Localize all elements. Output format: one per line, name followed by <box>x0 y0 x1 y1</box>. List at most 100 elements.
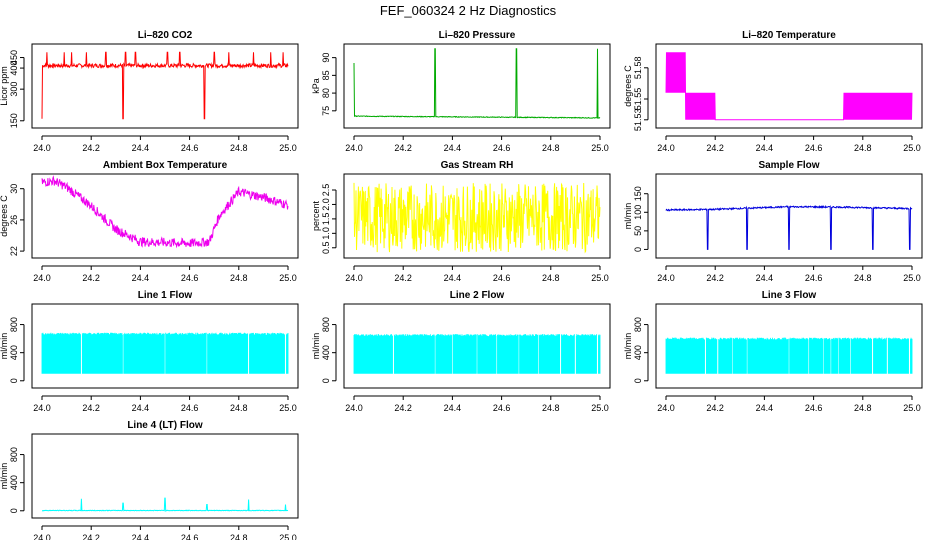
line3-series-line <box>665 337 913 374</box>
line4-xtick-label: 24.8 <box>230 533 248 540</box>
sample-xtick-label: 25.0 <box>903 273 921 283</box>
ambient-ytick-label: 30 <box>9 184 19 194</box>
pressure-xtick-label: 25.0 <box>591 143 609 153</box>
line2-xtick-label: 24.4 <box>444 403 462 413</box>
panel-rh: Gas Stream RH 24.0 24.2 24.4 24.6 24.8 25.0 0.5… <box>311 160 611 283</box>
sample-ytick-label: 100 <box>633 205 643 220</box>
temperature-xtick-label: 24.6 <box>805 143 823 153</box>
sample-xtick-label: 24.0 <box>657 273 675 283</box>
line1-xtick-label: 24.8 <box>230 403 248 413</box>
ambient-x-axis: 24.0 24.2 24.4 24.6 24.8 25.0 <box>33 265 297 283</box>
line3-xtick-label: 24.4 <box>756 403 774 413</box>
rh-series-line <box>353 182 601 254</box>
line1-xtick-label: 24.2 <box>82 403 100 413</box>
ambient-xtick-label: 24.8 <box>230 273 248 283</box>
line1-xtick-label: 24.4 <box>132 403 150 413</box>
temperature-xtick-label: 24.0 <box>657 143 675 153</box>
ambient-xtick-label: 24.0 <box>33 273 51 283</box>
sample-x-axis: 24.0 24.2 24.4 24.6 24.8 25.0 <box>657 265 921 283</box>
line4-xtick-label: 25.0 <box>279 533 297 540</box>
rh-ytick-label: 2.5 <box>321 184 331 197</box>
line1-series-line <box>41 332 289 374</box>
co2-xtick-label: 24.2 <box>82 143 100 153</box>
line2-ylabel: ml/min <box>311 333 321 360</box>
sample-ytick-label: 150 <box>633 186 643 201</box>
panel-line4: Line 4 (LT) Flow 24.0 24.2 24.4 24.6 24.8 25.0… <box>0 420 299 540</box>
ambient-xtick-label: 24.6 <box>181 273 199 283</box>
co2-ytick-label: 400 <box>9 61 19 76</box>
rh-frame <box>343 173 611 259</box>
line4-xtick-label: 24.4 <box>132 533 150 540</box>
line3-frame <box>655 303 923 389</box>
figure-title: FEF_060324 2 Hz Diagnostics <box>380 3 557 18</box>
line2-xtick-label: 24.0 <box>345 403 363 413</box>
ambient-xtick-label: 24.2 <box>82 273 100 283</box>
co2-xtick-label: 25.0 <box>279 143 297 153</box>
sample-xtick-label: 24.2 <box>706 273 724 283</box>
ambient-series-line <box>41 175 289 249</box>
temperature-ytick-label: 51.55 <box>633 88 643 111</box>
ambient-title: Ambient Box Temperature <box>103 160 228 171</box>
line4-xtick-label: 24.6 <box>181 533 199 540</box>
line4-xtick-label: 24.2 <box>82 533 100 540</box>
line3-ytick-label: 400 <box>633 345 643 360</box>
pressure-frame <box>343 43 611 129</box>
pressure-ylabel: kPa <box>311 78 321 94</box>
temperature-title: Li–820 Temperature <box>742 30 836 41</box>
line4-xtick-label: 24.0 <box>33 533 51 540</box>
rh-xtick-label: 24.2 <box>394 273 412 283</box>
co2-xtick-label: 24.4 <box>132 143 150 153</box>
line4-x-axis: 24.0 24.2 24.4 24.6 24.8 25.0 <box>33 525 297 540</box>
co2-x-axis: 24.0 24.2 24.4 24.6 24.8 25.0 <box>33 135 297 153</box>
temperature-series-line <box>665 52 913 121</box>
line1-xtick-label: 24.0 <box>33 403 51 413</box>
ambient-y-axis: 22 26 30 <box>9 184 25 256</box>
pressure-y-axis: 75 80 85 90 <box>321 53 337 116</box>
line2-frame <box>343 303 611 389</box>
temperature-frame <box>655 43 923 129</box>
pressure-x-axis: 24.0 24.2 24.4 24.6 24.8 25.0 <box>345 135 609 153</box>
rh-x-axis: 24.0 24.2 24.4 24.6 24.8 25.0 <box>345 265 609 283</box>
sample-xtick-label: 24.4 <box>756 273 774 283</box>
co2-xtick-label: 24.0 <box>33 143 51 153</box>
co2-ytick-label: 150 <box>9 113 19 128</box>
co2-ytick-label: 450 <box>9 50 19 65</box>
line3-ylabel: ml/min <box>623 333 633 360</box>
rh-ytick-label: 1.0 <box>321 227 331 240</box>
temperature-ylabel: degrees C <box>623 65 633 107</box>
temperature-ytick-label: 51.58 <box>633 57 643 80</box>
ambient-ytick-label: 22 <box>9 246 19 256</box>
rh-xtick-label: 24.4 <box>444 273 462 283</box>
line2-xtick-label: 24.6 <box>493 403 511 413</box>
line2-ytick-label: 0 <box>321 378 331 383</box>
line2-x-axis: 24.0 24.2 24.4 24.6 24.8 25.0 <box>345 395 609 413</box>
line3-xtick-label: 24.0 <box>657 403 675 413</box>
co2-frame <box>31 43 299 129</box>
ambient-ytick-label: 26 <box>9 215 19 225</box>
pressure-ytick-label: 85 <box>321 70 331 80</box>
sample-xtick-label: 24.8 <box>854 273 872 283</box>
panel-temperature: Li–820 Temperature 24.0 24.2 24.4 24.6 24.8 25… <box>623 30 923 153</box>
co2-series-line <box>41 51 289 120</box>
temperature-xtick-label: 24.4 <box>756 143 774 153</box>
panel-sample: Sample Flow 24.0 24.2 24.4 24.6 24.8 25.0 0 50 10… <box>623 160 923 283</box>
rh-xtick-label: 24.0 <box>345 273 363 283</box>
panel-pressure: Li–820 Pressure 24.0 24.2 24.4 24.6 24.8 25.0 7… <box>311 30 611 153</box>
line1-ytick-label: 400 <box>9 345 19 360</box>
line1-xtick-label: 24.6 <box>181 403 199 413</box>
line3-xtick-label: 25.0 <box>903 403 921 413</box>
sample-frame <box>655 173 923 259</box>
line4-title: Line 4 (LT) Flow <box>127 420 203 431</box>
temperature-xtick-label: 24.2 <box>706 143 724 153</box>
rh-ylabel: percent <box>311 200 321 231</box>
line1-ylabel: ml/min <box>0 333 9 360</box>
line4-ytick-label: 800 <box>9 447 19 462</box>
pressure-title: Li–820 Pressure <box>439 30 516 41</box>
pressure-xtick-label: 24.8 <box>542 143 560 153</box>
pressure-series-line <box>353 48 601 119</box>
sample-series-line <box>665 205 913 250</box>
ambient-frame <box>31 173 299 259</box>
